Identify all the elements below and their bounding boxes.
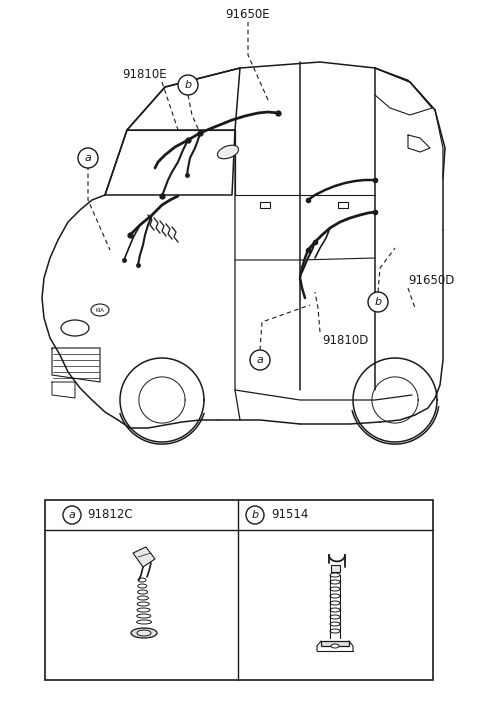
- Text: KIA: KIA: [96, 308, 105, 313]
- Text: 91812C: 91812C: [87, 508, 133, 522]
- Circle shape: [78, 148, 98, 168]
- Polygon shape: [133, 547, 155, 567]
- Text: a: a: [84, 153, 91, 163]
- Text: 91810E: 91810E: [123, 67, 168, 81]
- Text: a: a: [69, 510, 75, 520]
- Circle shape: [368, 292, 388, 312]
- Ellipse shape: [217, 145, 239, 159]
- Text: 91650D: 91650D: [408, 273, 455, 287]
- Circle shape: [63, 506, 81, 524]
- Text: a: a: [257, 355, 264, 365]
- Circle shape: [246, 506, 264, 524]
- Circle shape: [250, 350, 270, 370]
- Text: 91514: 91514: [271, 508, 309, 522]
- Ellipse shape: [331, 644, 339, 648]
- Bar: [331, 565, 340, 572]
- Text: 91650E: 91650E: [226, 8, 270, 20]
- Bar: [45, 500, 433, 680]
- Ellipse shape: [131, 628, 157, 638]
- Bar: [321, 641, 349, 646]
- Circle shape: [178, 75, 198, 95]
- Text: 91810D: 91810D: [322, 334, 368, 346]
- Text: b: b: [374, 297, 382, 307]
- Text: b: b: [184, 80, 192, 90]
- Text: b: b: [252, 510, 259, 520]
- Ellipse shape: [137, 630, 151, 636]
